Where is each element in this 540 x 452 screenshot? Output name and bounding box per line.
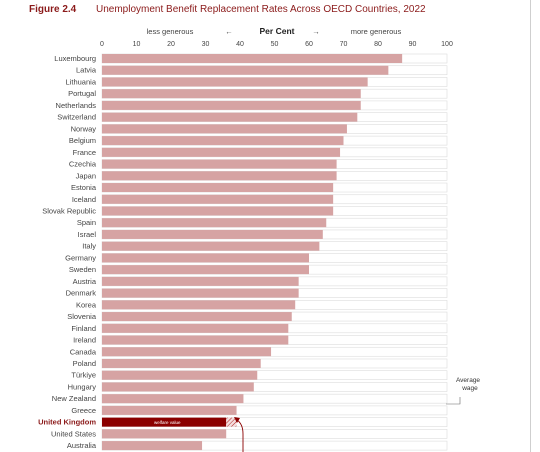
bar <box>102 382 254 392</box>
category-label: Japan <box>76 171 96 180</box>
category-label: Korea <box>76 300 97 309</box>
category-label: Poland <box>73 359 96 368</box>
bar <box>102 429 227 439</box>
bar <box>102 147 341 157</box>
x-tick-label: 0 <box>100 41 104 48</box>
category-label: Austria <box>73 277 97 286</box>
bar <box>102 394 244 404</box>
bar <box>102 77 368 87</box>
category-label: Slovenia <box>67 312 97 321</box>
bars-group: welfare value <box>101 53 448 451</box>
bar <box>102 65 389 75</box>
bar <box>102 241 320 251</box>
bar <box>102 265 309 275</box>
bar <box>102 335 289 345</box>
bar <box>102 124 347 134</box>
bar <box>102 206 334 216</box>
category-label: Germany <box>65 253 96 262</box>
category-label: Denmark <box>66 289 97 298</box>
category-labels: Luxembourg Latvia Lithuania Portugal Netherl… <box>38 54 97 450</box>
category-label: Norway <box>71 124 97 133</box>
x-tick-label: 50 <box>271 41 279 48</box>
x-tick-label: 30 <box>202 41 210 48</box>
category-label: Spain <box>77 218 96 227</box>
category-label: France <box>73 148 96 157</box>
category-label: Portugal <box>68 89 96 98</box>
category-label: Lithuania <box>66 77 97 86</box>
x-tick-label: 80 <box>374 41 382 48</box>
bar <box>102 441 203 451</box>
bar <box>102 159 337 169</box>
category-label: Slovak Republic <box>42 206 96 215</box>
bar <box>102 347 272 357</box>
category-label: Türkiye <box>71 371 96 380</box>
category-label: Czechia <box>69 160 97 169</box>
x-axis-title: Per Cent <box>260 26 295 36</box>
category-label: Estonia <box>71 183 97 192</box>
bar <box>102 89 361 99</box>
x-tick-label: 100 <box>441 41 453 48</box>
category-label: Belgium <box>69 136 96 145</box>
bar <box>102 323 289 333</box>
bar <box>102 100 361 110</box>
category-label: Canada <box>70 347 97 356</box>
bar <box>102 405 237 415</box>
in-bar-annotation: welfare value <box>154 420 181 425</box>
bar <box>102 288 299 298</box>
bar <box>102 218 327 228</box>
less-generous-label: less generous <box>147 27 194 36</box>
x-tick-label: 20 <box>167 41 175 48</box>
more-generous-label: more generous <box>351 27 402 36</box>
bar <box>102 312 292 322</box>
right-arrow: → <box>312 27 320 36</box>
bar <box>102 112 358 122</box>
x-tick-label: 90 <box>409 41 417 48</box>
bar <box>102 54 403 63</box>
x-axis-ticks: 0 10 20 30 40 50 60 70 80 90 100 <box>100 41 453 48</box>
category-label: Netherlands <box>56 101 97 110</box>
bar <box>102 253 309 263</box>
category-label: Latvia <box>76 66 97 75</box>
highlight-arrowhead <box>234 417 240 423</box>
category-label: Ireland <box>73 336 96 345</box>
bar <box>102 183 334 193</box>
bar-highlight-extension <box>226 417 237 427</box>
x-tick-label: 60 <box>305 41 313 48</box>
bar <box>102 370 258 380</box>
x-tick-label: 70 <box>340 41 348 48</box>
side-annotation-line-1: Average <box>456 377 480 384</box>
bar <box>102 229 323 239</box>
category-label: Hungary <box>68 382 97 391</box>
bar-highlight <box>102 417 227 427</box>
figure-title: Unemployment Benefit Replacement Rates A… <box>96 4 426 15</box>
left-arrow: ← <box>225 27 233 36</box>
bar <box>102 358 261 368</box>
x-tick-label: 40 <box>236 41 244 48</box>
category-label: Italy <box>82 242 96 251</box>
category-label: United States <box>51 429 96 438</box>
category-label: Switzerland <box>57 113 96 122</box>
bar <box>102 300 296 310</box>
category-label: Sweden <box>69 265 96 274</box>
category-label: Luxembourg <box>54 54 96 63</box>
bar <box>102 171 337 181</box>
category-label: Greece <box>71 406 96 415</box>
bar <box>102 194 334 204</box>
category-label: New Zealand <box>52 394 96 403</box>
side-annotation-line-2: wage <box>461 385 478 392</box>
category-label: Finland <box>71 324 96 333</box>
category-label: United Kingdom <box>38 418 96 427</box>
bar <box>102 276 299 286</box>
category-label: Iceland <box>72 195 96 204</box>
side-annotation-connector <box>446 397 461 405</box>
x-tick-label: 10 <box>133 41 141 48</box>
category-label: Australia <box>67 441 97 450</box>
bar <box>102 136 344 146</box>
page-border <box>530 0 531 452</box>
figure-label: Figure 2.4 <box>29 4 77 15</box>
category-label: Israel <box>78 230 97 239</box>
